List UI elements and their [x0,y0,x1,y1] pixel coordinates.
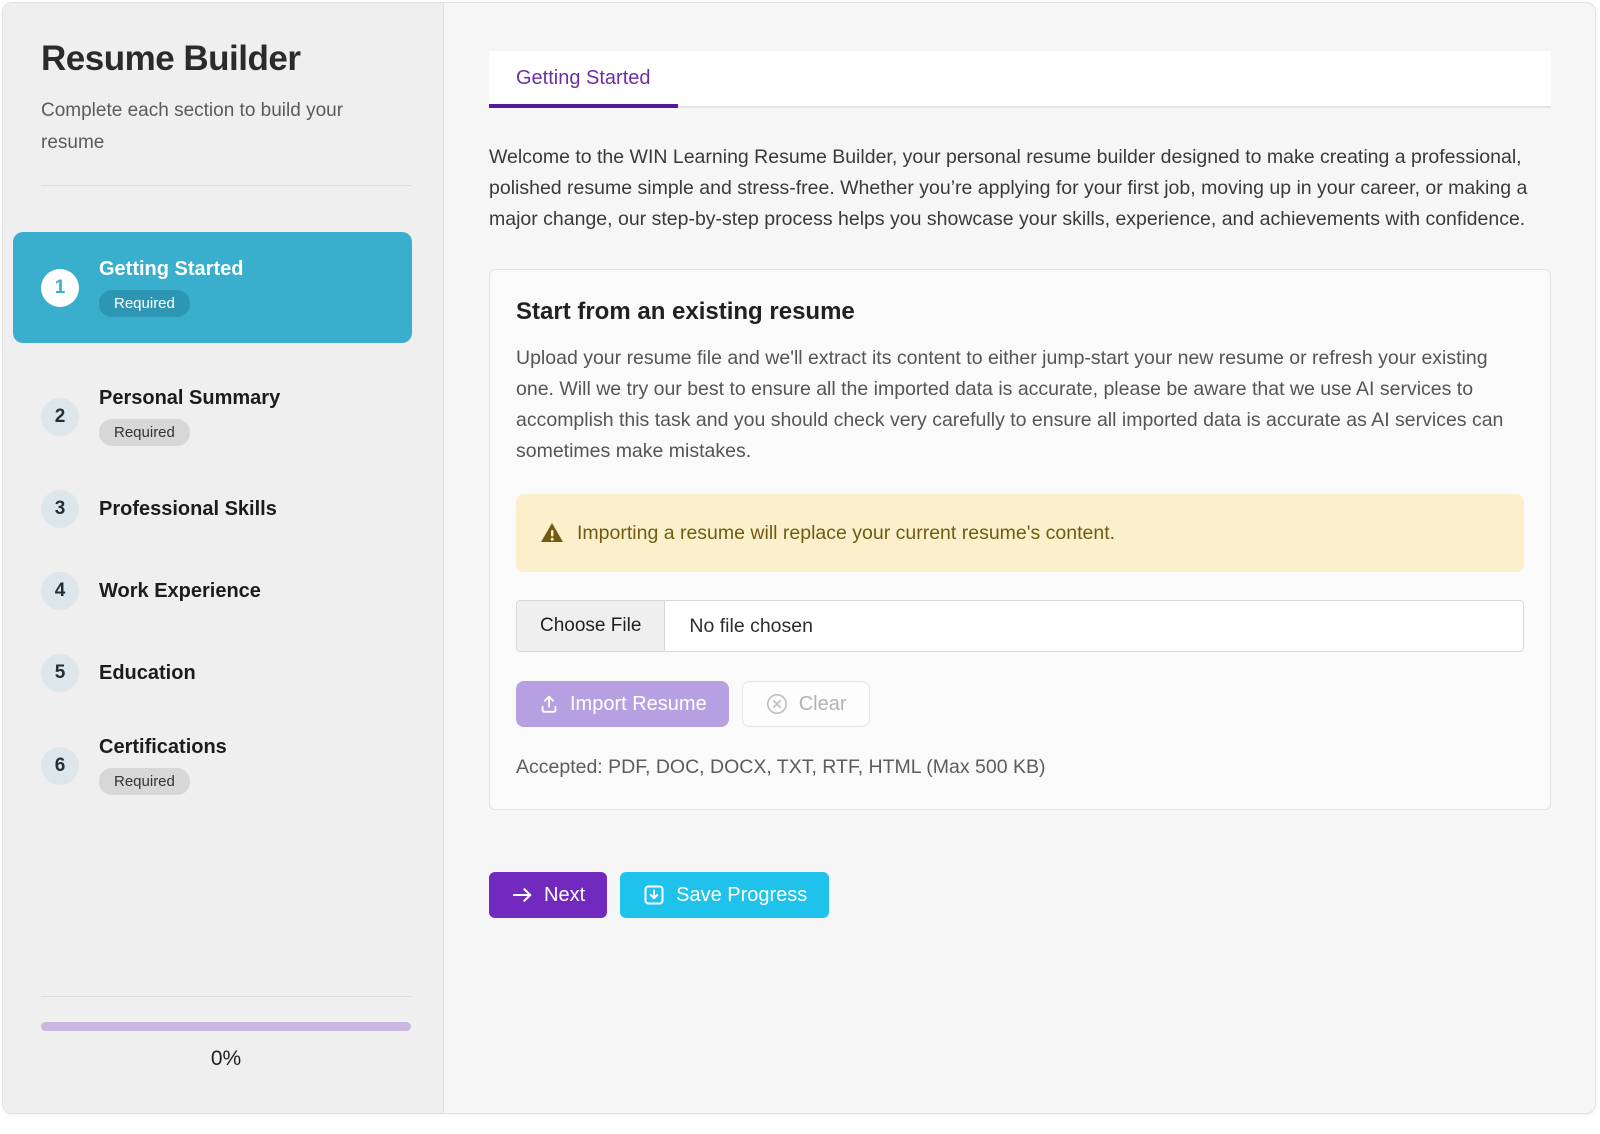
step-number-badge: 3 [41,490,79,528]
tab-getting-started[interactable]: Getting Started [489,51,678,108]
card-title: Start from an existing resume [516,298,855,325]
sidebar-item-work-experience[interactable]: 4 Work Experience [41,572,411,610]
app-title: Resume Builder [41,39,301,78]
required-badge: Required [99,419,190,446]
progress-divider [41,996,411,997]
sidebar-item-education[interactable]: 5 Education [41,654,411,692]
progress-section: 0% [41,996,411,1071]
required-badge: Required [99,768,190,795]
sidebar-item-professional-skills[interactable]: 3 Professional Skills [41,490,411,528]
circle-x-icon [766,693,787,715]
sidebar: Resume Builder Complete each section to … [3,3,444,1113]
progress-bar [41,1022,411,1031]
app-subtitle: Complete each section to build your resu… [41,100,344,153]
choose-file-button[interactable]: Choose File [517,601,666,651]
clear-button[interactable]: Clear [741,681,870,727]
import-actions: Import Resume Clear [516,681,1524,727]
step-number-badge: 1 [41,268,79,307]
welcome-text: Welcome to the WIN Learning Resume Build… [489,146,1528,230]
tab-label: Getting Started [516,67,651,89]
step-label: Personal Summary [99,387,281,409]
next-label: Next [544,883,586,906]
warning-triangle-icon [541,523,563,542]
save-progress-label: Save Progress [676,883,808,906]
upload-icon [541,695,557,713]
clear-label: Clear [798,692,847,715]
save-icon [644,885,664,905]
accepted-formats-text: Accepted: PDF, DOC, DOCX, TXT, RTF, HTML… [516,756,1046,778]
step-label: Getting Started [99,258,244,280]
step-number-badge: 2 [41,397,79,436]
step-label: Professional Skills [99,497,277,520]
next-button[interactable]: Next [489,872,608,918]
sidebar-item-getting-started[interactable]: 1 Getting Started Required [13,232,412,343]
footer-actions: Next Save Progress [489,872,1551,918]
step-number-badge: 6 [41,746,79,785]
progress-percent-label: 0% [210,1047,242,1070]
main-content: Getting Started Welcome to the WIN Learn… [444,3,1595,1113]
file-input[interactable]: Choose File No file chosen [516,600,1524,652]
save-progress-button[interactable]: Save Progress [620,872,830,918]
sidebar-item-personal-summary[interactable]: 2 Personal Summary Required [41,387,411,446]
sidebar-divider [41,185,411,186]
step-label: Certifications [99,736,227,758]
step-label: Education [99,661,196,684]
step-number-badge: 4 [41,572,79,610]
resume-builder-window: Resume Builder Complete each section to … [2,2,1596,1114]
required-badge: Required [99,290,190,317]
card-description: Upload your resume file and we'll extrac… [516,347,1504,462]
import-resume-button[interactable]: Import Resume [516,681,729,727]
arrow-right-icon [512,888,532,902]
file-chosen-status: No file chosen [689,614,813,637]
import-resume-label: Import Resume [570,692,707,715]
warning-banner: Importing a resume will replace your cur… [516,494,1524,572]
step-number-badge: 5 [41,654,79,692]
step-list: 1 Getting Started Required 2 Personal Su… [13,232,412,795]
import-resume-card: Start from an existing resume Upload you… [489,269,1551,810]
step-label: Work Experience [99,579,261,602]
warning-text: Importing a resume will replace your cur… [577,521,1116,544]
tab-bar: Getting Started [489,51,1551,108]
sidebar-item-certifications[interactable]: 6 Certifications Required [41,736,411,795]
